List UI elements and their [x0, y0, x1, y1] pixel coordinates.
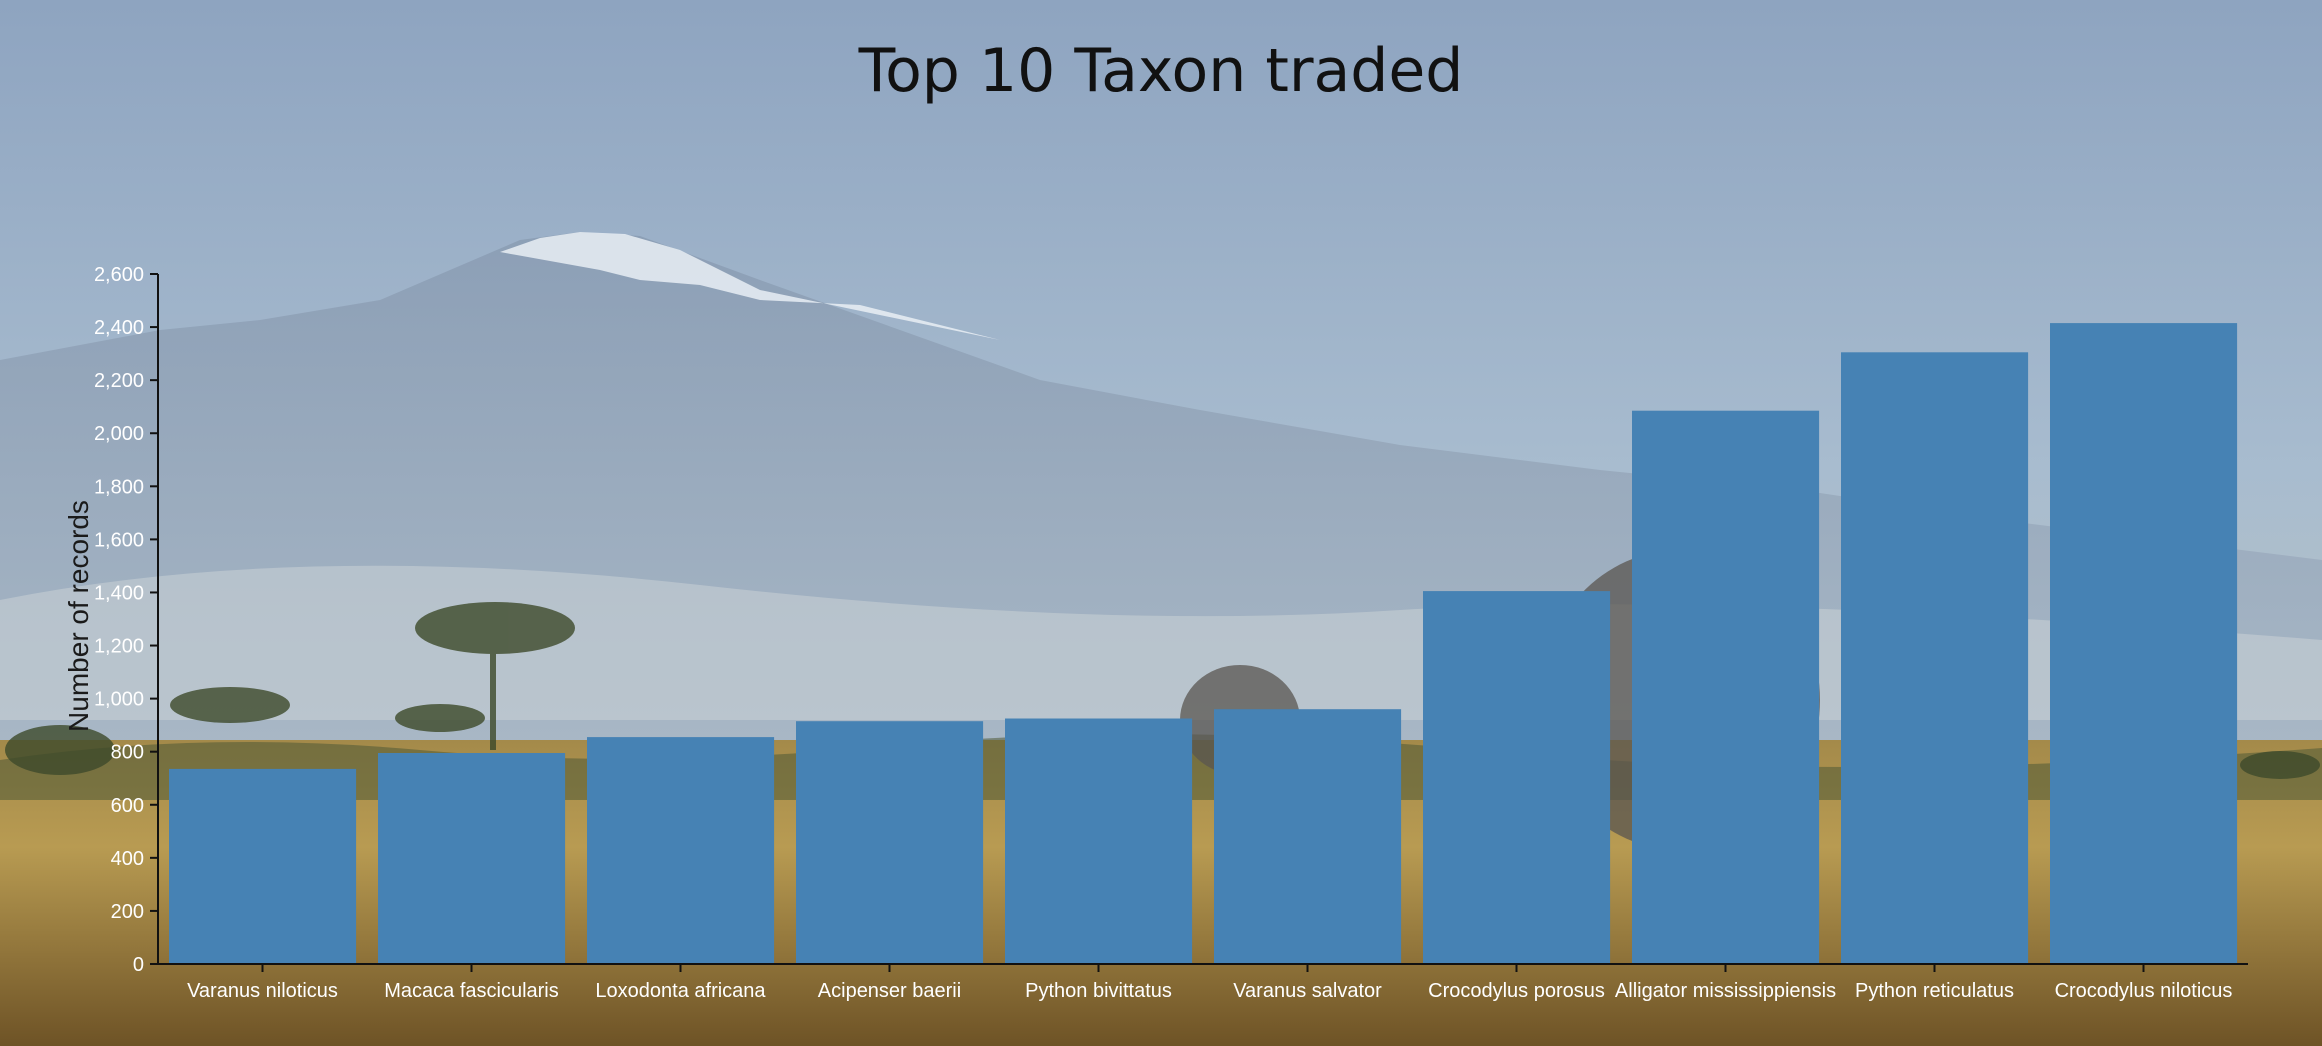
- x-tick-label: Alligator mississippiensis: [1615, 980, 1836, 1002]
- chart-title: Top 10 Taxon traded: [858, 36, 1464, 106]
- bar-loxodonta-africana: [587, 737, 775, 964]
- bar-macaca-fascicularis: [378, 753, 566, 964]
- bar-crocodylus-niloticus: [2050, 323, 2238, 965]
- bar-varanus-salvator: [1214, 709, 1402, 964]
- x-tick-label: Crocodylus porosus: [1428, 980, 1605, 1002]
- y-tick-label: 2,400: [94, 317, 144, 339]
- y-tick-label: 600: [111, 795, 144, 817]
- x-tick-label: Python bivittatus: [1025, 980, 1172, 1002]
- y-tick-label: 0: [133, 954, 144, 976]
- bar-crocodylus-porosus: [1423, 591, 1611, 964]
- x-tick-label: Acipenser baerii: [818, 980, 961, 1002]
- y-tick-label: 800: [111, 742, 144, 764]
- x-axis: Varanus niloticus Macaca fascicularis Loxo…: [158, 963, 2248, 1002]
- bar-alligator-mississippiensis: [1632, 410, 1820, 964]
- y-axis-title: Number of records: [63, 500, 94, 732]
- y-tick-label: 2,600: [94, 264, 144, 286]
- y-tick-label: 2,200: [94, 370, 144, 392]
- bars-group: [169, 323, 2238, 965]
- x-tick-label: Crocodylus niloticus: [2055, 980, 2233, 1002]
- y-tick-label: 200: [111, 901, 144, 923]
- y-tick-label: 400: [111, 848, 144, 870]
- y-tick-label: 1,800: [94, 476, 144, 498]
- bar-python-reticulatus: [1841, 352, 2029, 964]
- y-tick-label: 1,600: [94, 529, 144, 551]
- x-tick-label: Macaca fascicularis: [384, 980, 559, 1002]
- y-axis: 0 200 400 600 800 1,000 1,200 1,400 1,600 1,800 2,…: [94, 264, 159, 976]
- y-tick-label: 2,000: [94, 423, 144, 445]
- bar-varanus-niloticus: [169, 768, 357, 964]
- bar-acipenser-baerii: [796, 721, 984, 964]
- y-tick-label: 1,200: [94, 636, 144, 658]
- y-tick-label: 1,400: [94, 582, 144, 604]
- y-tick-label: 1,000: [94, 689, 144, 711]
- x-tick-label: Loxodonta africana: [595, 980, 766, 1002]
- x-tick-label: Varanus niloticus: [187, 980, 338, 1002]
- bar-python-bivittatus: [1005, 718, 1193, 964]
- x-tick-label: Varanus salvator: [1233, 980, 1382, 1002]
- x-tick-label: Python reticulatus: [1855, 980, 2014, 1002]
